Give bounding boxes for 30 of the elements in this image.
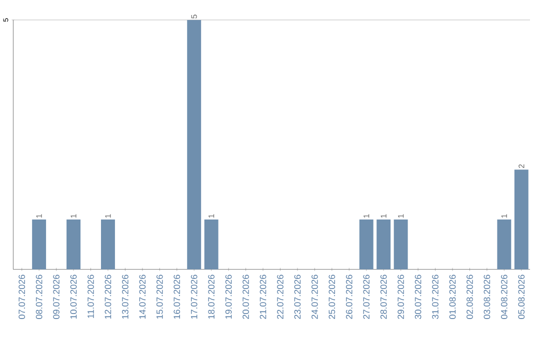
x-tick-label: 15.07.2026 bbox=[156, 274, 163, 319]
x-tick-label: 29.07.2026 bbox=[398, 274, 404, 319]
x-tick-label: 30.07.2026 bbox=[414, 274, 422, 319]
x-tick-label: 08.07.2026 bbox=[36, 274, 42, 319]
x-tick-label: 17.07.2026 bbox=[190, 274, 198, 319]
x-tick-label: 23.07.2026 bbox=[294, 274, 301, 319]
x-tick-label: 31.07.2026 bbox=[432, 274, 438, 319]
x-tick-label: 20.07.2026 bbox=[242, 274, 249, 319]
x-tick-label: 11.07.2026 bbox=[88, 274, 94, 318]
x-tick-label: 03.08.2026 bbox=[484, 274, 490, 319]
x-tick-label: 10.07.2026 bbox=[70, 274, 77, 319]
x-tick-label: 09.07.2026 bbox=[53, 274, 60, 319]
x-tick-label: 02.08.2026 bbox=[466, 274, 473, 319]
x-tick-label: 24.07.2026 bbox=[312, 274, 318, 319]
x-tick-label: 25.07.2026 bbox=[328, 274, 336, 319]
x-tick-label: 13.07.2026 bbox=[122, 274, 128, 319]
x-tick-label: 07.07.2026 bbox=[18, 274, 26, 319]
x-tick-label: 04.08.2026 bbox=[500, 274, 508, 319]
x-tick-label: 14.07.2026 bbox=[139, 274, 146, 319]
x-tick-label: 12.07.2026 bbox=[104, 274, 112, 319]
x-tick-label: 22.07.2026 bbox=[277, 274, 284, 319]
x-tick-label: 01.08.2026 bbox=[449, 274, 456, 319]
x-tick-label: 05.08.2026 bbox=[518, 274, 525, 319]
x-tick-label: 21.07.2026 bbox=[260, 274, 266, 319]
x-tick-label: 26.07.2026 bbox=[346, 274, 352, 319]
x-tick-label: 27.07.2026 bbox=[363, 274, 370, 319]
x-tick-label: 16.07.2026 bbox=[174, 274, 180, 319]
x-tick-label: 18.07.2026 bbox=[208, 274, 215, 319]
x-tick-label: 28.07.2026 bbox=[380, 274, 387, 319]
x-tick-label: 19.07.2026 bbox=[225, 274, 232, 319]
